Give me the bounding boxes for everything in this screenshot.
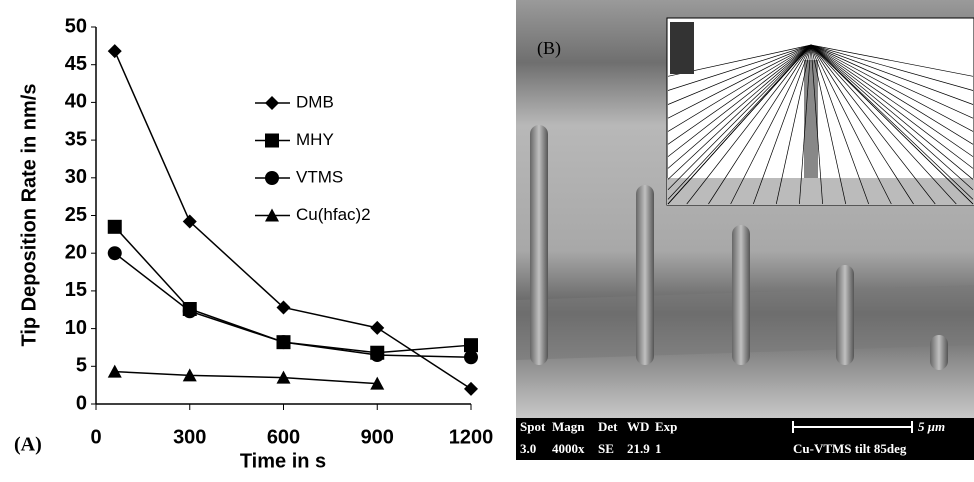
- data-point: [370, 347, 385, 362]
- y-axis-label: Tip Deposition Rate in nm/s: [18, 84, 40, 347]
- data-point: [107, 246, 122, 261]
- info-header: Spot: [520, 419, 546, 434]
- legend-marker: [265, 171, 279, 185]
- data-point: [182, 304, 197, 319]
- y-tick-label: 45: [65, 53, 87, 75]
- data-point: [370, 376, 385, 390]
- info-header: Det: [598, 419, 618, 434]
- y-tick-label: 10: [65, 317, 87, 339]
- info-value: 4000x: [552, 441, 585, 456]
- info-header: Magn: [552, 419, 585, 434]
- caption: Cu-VTMS tilt 85deg: [793, 441, 907, 456]
- legend-marker: [265, 96, 279, 110]
- info-value: 1: [655, 441, 662, 456]
- data-point: [182, 368, 197, 382]
- x-axis-label: Time in s: [240, 450, 326, 472]
- legend-label: Cu(hfac)2: [296, 205, 371, 224]
- x-tick-label: 900: [361, 426, 394, 448]
- data-point: [107, 364, 122, 378]
- y-tick-label: 50: [65, 15, 87, 37]
- data-point: [276, 370, 291, 384]
- y-tick-label: 15: [65, 279, 87, 301]
- x-tick-label: 300: [173, 426, 206, 448]
- data-point: [464, 338, 478, 353]
- y-tick-label: 30: [65, 166, 87, 188]
- info-value: 21.9: [627, 441, 650, 456]
- data-point: [370, 320, 385, 335]
- legend-marker: [265, 133, 279, 148]
- data-point: [464, 381, 478, 396]
- info-value: 3.0: [520, 441, 536, 456]
- legend-marker: [265, 208, 279, 222]
- data-point: [276, 335, 291, 350]
- info-header: WD: [627, 419, 649, 434]
- data-point: [276, 300, 291, 315]
- series-line: [114, 252, 472, 359]
- y-tick-label: 5: [76, 355, 87, 377]
- series-line: [114, 370, 378, 385]
- data-point: [107, 219, 122, 234]
- series-line: [114, 226, 472, 354]
- legend-label: MHY: [296, 130, 334, 149]
- y-tick-label: 25: [65, 204, 87, 226]
- y-tick-label: 40: [65, 91, 87, 113]
- series-line: [114, 50, 472, 390]
- legend-label: DMB: [296, 92, 334, 111]
- info-value: SE: [598, 441, 614, 456]
- sem-image: [516, 0, 974, 460]
- data-point: [182, 214, 197, 229]
- data-point: [107, 44, 122, 59]
- x-tick-label: 600: [267, 426, 300, 448]
- legend-label: VTMS: [296, 167, 343, 186]
- x-tick-label: 0: [90, 426, 101, 448]
- y-tick-label: 35: [65, 128, 87, 150]
- data-point: [464, 350, 479, 365]
- info-header: Exp: [655, 419, 677, 434]
- y-tick-label: 20: [65, 241, 87, 263]
- y-tick-label: 0: [76, 392, 87, 414]
- x-tick-label: 1200: [449, 426, 494, 448]
- panel-label: (B): [537, 38, 561, 59]
- panel-label: (A): [14, 434, 42, 456]
- scale-label: 5 μm: [918, 419, 945, 434]
